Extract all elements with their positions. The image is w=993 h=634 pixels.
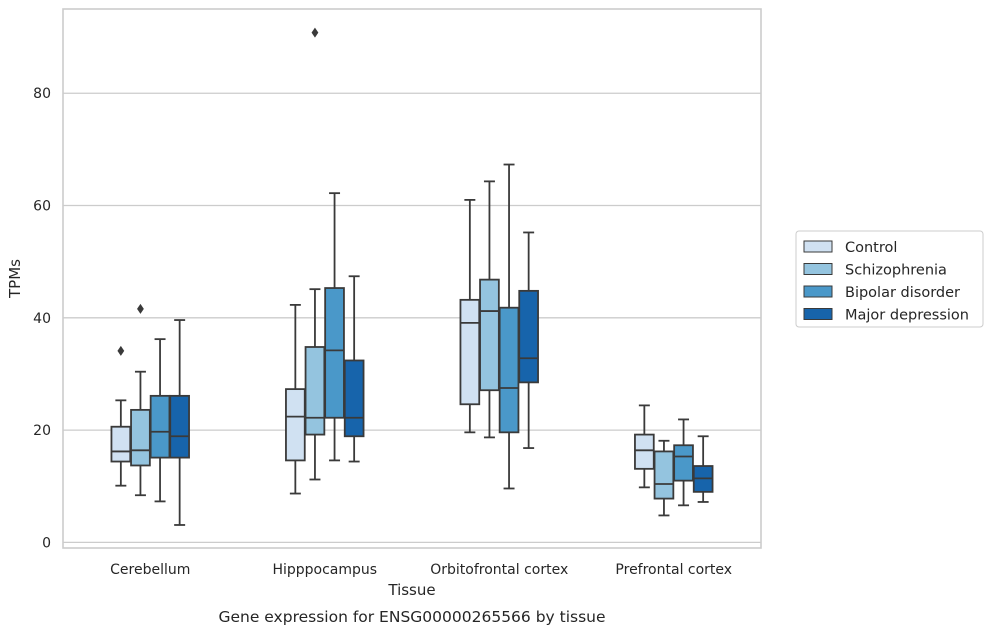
y-axis-label: TPMs [6,259,24,299]
box-major-depression-3 [692,435,714,503]
legend-swatch-major-depression [803,308,833,320]
legend-swatch-bipolar-disorder [803,285,833,298]
y-tick-label-0: 0 [42,535,51,551]
box-body [324,287,345,419]
box-body [149,394,171,459]
legend-label-schizophrenia: Schizophrenia [845,263,947,279]
box-body [285,388,306,462]
box-schizophrenia-2 [479,180,500,439]
x-tick-label-2: Orbitofrontal cortex [430,562,568,578]
axes-layer: 0 20 40 60 80 Cerebellum Hipppocampus Orbitofro… [33,86,732,578]
box-major-depression-2 [518,231,539,449]
legend: Control Schizophrenia Bipolar disorder Majo… [795,230,984,328]
box-body [673,444,694,482]
y-tick-label-4: 80 [33,86,51,102]
boxes-layer [110,27,714,526]
legend-label-control: Control [845,240,897,256]
legend-label-major-depression: Major depression [845,308,969,324]
box-body [110,425,132,463]
outlier-point-0 [137,303,144,314]
box-control-3 [634,404,655,489]
y-tick-label-3: 60 [33,199,51,215]
box-control-1 [285,303,306,495]
box-body [459,298,481,406]
box-body [130,408,151,467]
box-major-depression-1 [343,275,365,463]
box-body [479,278,500,392]
outlier-point-0 [311,27,319,38]
box-bipolar-disorder-3 [673,418,694,507]
x-axis-label: Tissue [387,581,435,599]
box-control-2 [459,198,481,434]
box-schizophrenia-3 [653,439,675,517]
x-tick-label-0: Cerebellum [110,562,190,578]
box-schizophrenia-0 [130,303,151,497]
legend-label-bipolar-disorder: Bipolar disorder [845,285,960,301]
box-major-depression-0 [169,319,190,526]
box-body [304,346,326,436]
box-body [518,289,539,384]
box-body [169,394,190,459]
y-tick-label-2: 40 [33,311,51,327]
box-bipolar-disorder-1 [324,192,345,462]
box-body [343,359,365,438]
box-body [498,306,520,434]
box-body [634,433,655,470]
box-bipolar-disorder-0 [149,338,171,503]
legend-swatch-schizophrenia [803,263,833,275]
x-tick-label-1: Hipppocampus [272,562,377,578]
box-control-0 [110,345,132,487]
outlier-point-0 [117,345,125,356]
legend-swatch-control [803,240,833,253]
y-tick-label-1: 20 [33,423,51,439]
box-schizophrenia-1 [304,27,326,481]
box-body [653,450,675,500]
plot-frame [62,8,762,549]
legend-frame [795,230,984,328]
figure-caption: Gene expression for ENSG00000265566 by t… [218,608,605,626]
x-tick-label-3: Prefrontal cortex [615,562,732,578]
box-bipolar-disorder-2 [498,163,520,490]
